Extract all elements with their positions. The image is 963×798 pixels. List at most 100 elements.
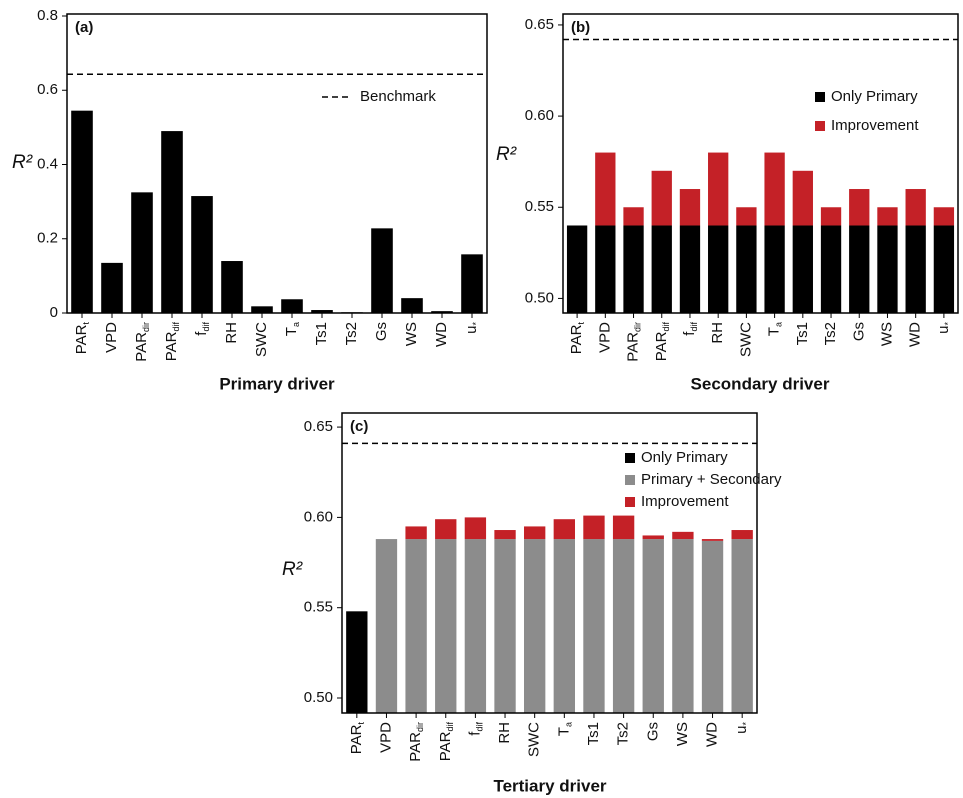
x-tick-label: Ts1 xyxy=(313,322,330,345)
x-tick-label: PARdir xyxy=(625,322,643,362)
category-name: WS xyxy=(403,322,420,346)
legend-label: Improvement xyxy=(831,117,919,134)
category-subscript: a xyxy=(564,722,574,727)
x-tick-label: u* xyxy=(463,322,481,334)
category-subscript: a xyxy=(291,322,301,327)
category-name: PAR xyxy=(407,732,424,762)
y-tick-label: 0.60 xyxy=(304,508,333,525)
bar-segment xyxy=(672,531,694,540)
plot-frame xyxy=(341,412,758,714)
bar-segment xyxy=(642,539,664,713)
x-tick-label: PARdif xyxy=(653,322,671,362)
x-tick-label: Ts2 xyxy=(822,322,839,345)
category-name: RH xyxy=(496,722,513,744)
category-name: Ts1 xyxy=(313,322,330,345)
bar-segment xyxy=(905,189,926,226)
legend-label: Only Primary xyxy=(831,88,918,105)
category-subscript: t xyxy=(356,722,366,725)
x-tick-label: WD xyxy=(907,322,924,347)
bar-segment xyxy=(623,207,644,226)
x-tick-label: Gs xyxy=(850,322,867,341)
bar-segment xyxy=(820,207,842,226)
y-axis-title: R² xyxy=(12,152,33,173)
category-subscript: dir xyxy=(141,322,151,332)
category-name: PAR xyxy=(163,331,180,361)
x-tick-label: Gs xyxy=(644,722,661,741)
category-name: Ts2 xyxy=(343,322,360,345)
x-tick-label: RH xyxy=(496,722,513,744)
category-name: T xyxy=(555,727,572,736)
bar-segment xyxy=(553,519,575,540)
bar-segment xyxy=(764,225,785,313)
category-subscript: dif xyxy=(171,322,181,332)
y-tick-label: 0.55 xyxy=(304,599,333,616)
bar-segment xyxy=(849,189,870,226)
x-tick-label: Ts1 xyxy=(585,722,602,745)
legend-label: Only Primary xyxy=(641,449,728,466)
bar-segment xyxy=(435,519,457,540)
x-tick-label: RH xyxy=(223,322,240,344)
category-name: WD xyxy=(433,322,450,347)
legend-label: Primary + Secondary xyxy=(641,471,782,488)
category-name: WD xyxy=(704,722,721,747)
x-tick-label: PARdif xyxy=(437,722,455,762)
x-tick-label: Ta xyxy=(283,322,301,336)
category-name: u xyxy=(733,726,750,734)
bar-segment xyxy=(736,225,757,313)
category-name: VPD xyxy=(596,322,613,353)
bar xyxy=(101,262,123,313)
x-tick-label: Ts2 xyxy=(615,722,632,745)
bar-segment xyxy=(435,539,457,713)
panel-label: (b) xyxy=(571,19,590,36)
category-name: WS xyxy=(674,722,691,746)
bar-segment xyxy=(524,539,546,713)
category-name: VPD xyxy=(103,322,120,353)
x-tick-label: PARt xyxy=(568,322,586,355)
category-name: RH xyxy=(709,322,726,344)
legend-swatch xyxy=(625,497,635,507)
x-tick-label: u* xyxy=(733,722,751,734)
bar xyxy=(71,110,93,313)
y-tick-label: 0.50 xyxy=(304,689,333,706)
x-tick-label: RH xyxy=(709,322,726,344)
category-subscript: t xyxy=(576,322,586,325)
x-tick-label: fdif xyxy=(193,322,211,336)
bar-segment xyxy=(708,152,729,226)
x-axis-title: Primary driver xyxy=(219,374,335,393)
bar-segment xyxy=(623,225,644,313)
bar-segment xyxy=(375,539,398,713)
panel-label: (a) xyxy=(75,19,93,36)
category-name: u xyxy=(935,326,952,334)
category-name: f xyxy=(466,731,483,736)
legend-label: Benchmark xyxy=(360,88,436,105)
category-name: f xyxy=(193,331,210,336)
x-tick-label: PARdir xyxy=(407,722,425,762)
category-name: PAR xyxy=(133,332,150,362)
category-subscript: * xyxy=(471,322,481,326)
x-tick-label: PARdir xyxy=(133,322,151,362)
bar-segment xyxy=(877,225,898,313)
bar xyxy=(431,311,453,313)
bar-segment xyxy=(849,225,870,313)
bar-segment xyxy=(612,515,635,540)
bar-segment xyxy=(524,526,546,540)
category-name: T xyxy=(766,327,783,336)
category-subscript: dir xyxy=(415,722,425,732)
x-tick-label: SWC xyxy=(526,722,543,757)
category-subscript: dif xyxy=(475,722,485,732)
x-tick-label: SWC xyxy=(253,322,270,357)
bar-segment xyxy=(933,225,955,313)
y-tick-label: 0.60 xyxy=(525,107,554,124)
bar-segment xyxy=(933,207,955,226)
bar-segment xyxy=(736,207,757,226)
bar-segment xyxy=(764,152,785,226)
bar-segment xyxy=(651,170,672,226)
category-name: Ts1 xyxy=(585,722,602,745)
bar-segment xyxy=(464,517,487,540)
category-name: PAR xyxy=(437,731,454,761)
category-name: Ts2 xyxy=(822,322,839,345)
legend-swatch xyxy=(625,475,635,485)
category-name: Gs xyxy=(373,322,390,341)
bar-segment xyxy=(701,540,724,713)
bar xyxy=(281,299,303,313)
